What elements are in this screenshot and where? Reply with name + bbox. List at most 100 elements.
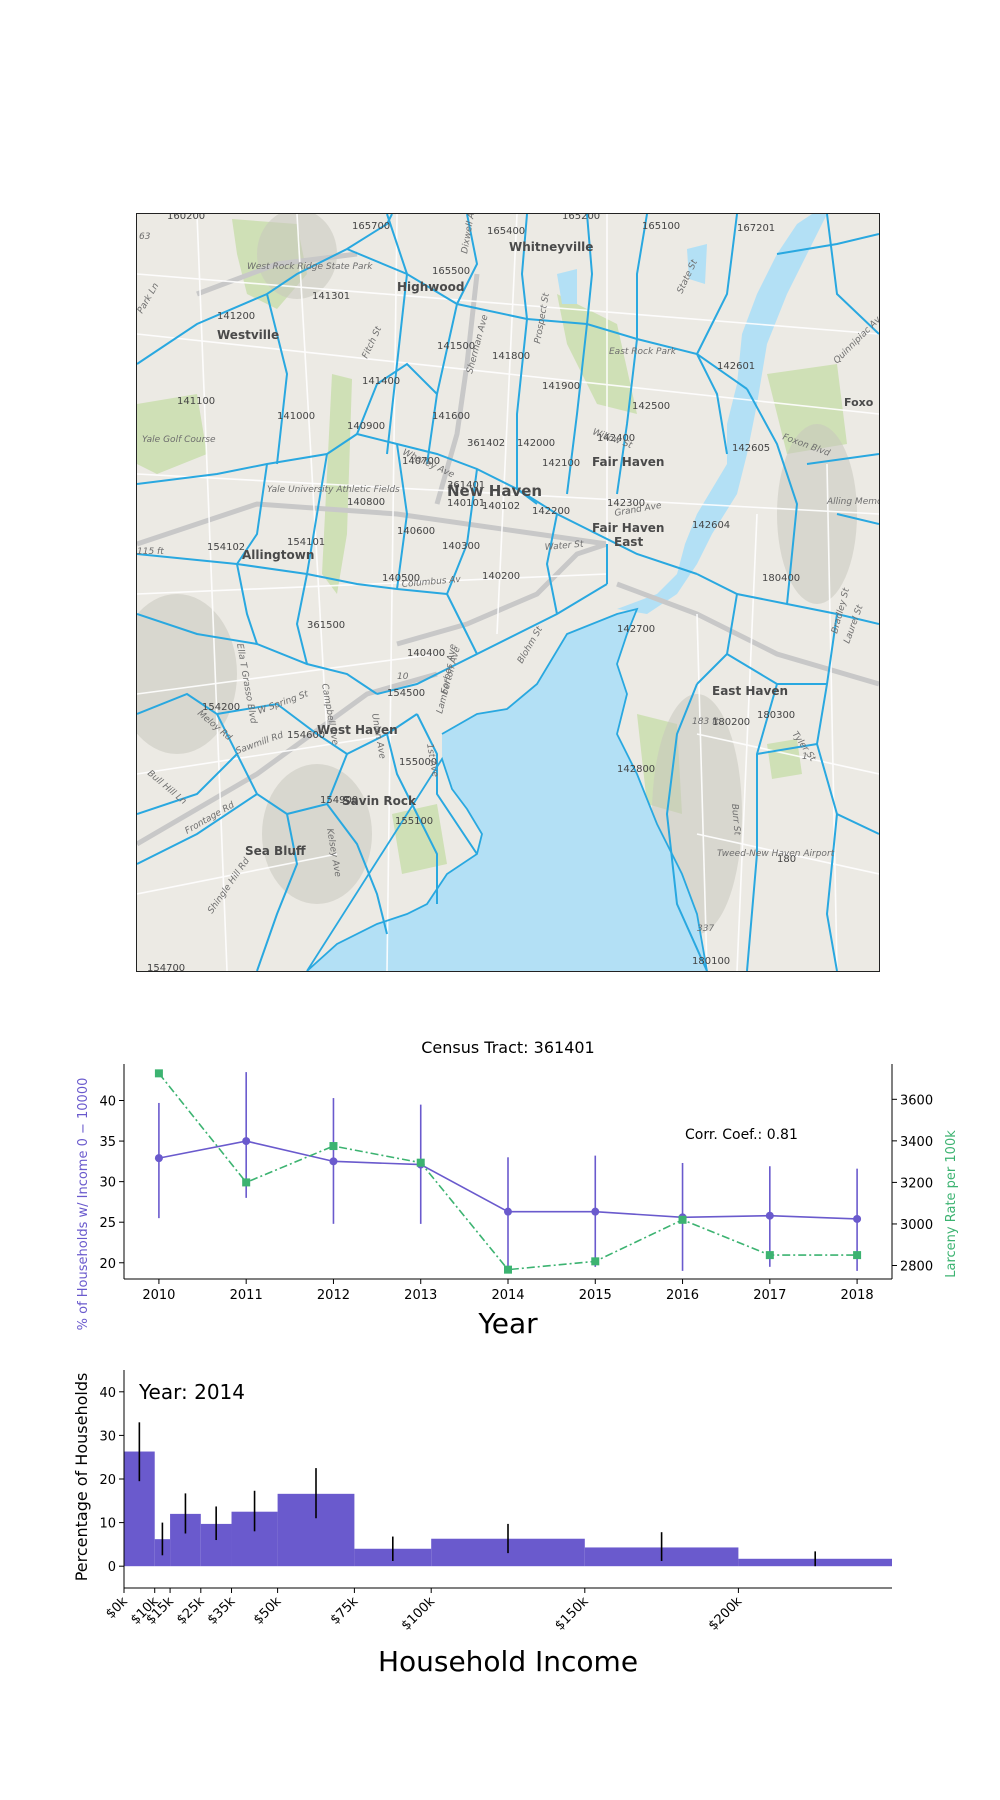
data-point-larceny (504, 1265, 512, 1274)
tract-label: 155000 (399, 757, 437, 768)
place-label: Westville (217, 328, 279, 342)
correlation-annotation: Corr. Coef.: 0.81 (685, 1127, 798, 1143)
y-tick-label-right: 3200 (900, 1176, 933, 1191)
tract-label: 141301 (312, 291, 350, 302)
tract-label: 140102 (482, 501, 520, 512)
data-point-income (591, 1207, 600, 1216)
x-axis-label: Year (477, 1307, 538, 1340)
y-tick-label-left: 30 (99, 1176, 116, 1191)
map-canvas: 160200 165700 165400 165200 165100 167201 1655… (137, 214, 879, 971)
tract-label: 180 (777, 854, 796, 865)
tract-label: 142800 (617, 764, 655, 775)
tract-label: 141000 (277, 411, 315, 422)
tract-label: 142400 (597, 433, 635, 444)
place-label: Foxo (844, 396, 874, 409)
data-point-income (853, 1214, 862, 1223)
census-tract-map[interactable]: 160200 165700 165400 165200 165100 167201 1655… (136, 213, 880, 972)
tract-label: 141400 (362, 376, 400, 387)
tract-label: 165700 (352, 221, 390, 232)
tract-label: 165100 (642, 221, 680, 232)
map-minor-label: Yale Golf Course (142, 435, 216, 445)
y-tick-label-left: 40 (99, 1095, 116, 1110)
tract-label: 361401 (447, 480, 485, 491)
map-minor-label: Burr St (729, 803, 742, 836)
y-tick-label-right: 2800 (900, 1259, 933, 1274)
tract-label: 154600 (287, 730, 325, 741)
map-minor-label: Tweed-New Haven Airport (717, 849, 835, 859)
tract-label: 141200 (217, 311, 255, 322)
tract-label: 140700 (402, 456, 440, 467)
tract-label: 154101 (287, 537, 325, 548)
place-label: Allingtown (242, 548, 314, 562)
coastline (306, 607, 708, 971)
y-tick-label: 10 (99, 1517, 116, 1532)
data-point-larceny (678, 1215, 687, 1224)
data-point-larceny (242, 1178, 251, 1187)
tract-label: 142604 (692, 520, 730, 531)
y-tick-label-left: 35 (99, 1135, 116, 1150)
tract-boundaries (137, 214, 879, 971)
map-minor-label: Yale University Athletic Fields (267, 485, 400, 495)
tract-label: 140800 (347, 497, 385, 508)
place-label: Fair Haven (592, 455, 664, 469)
y-tick-label: 40 (99, 1386, 116, 1401)
map-minor-label: 183 ft (692, 717, 719, 727)
tract-label: 140200 (482, 571, 520, 582)
data-point-larceny (853, 1251, 862, 1260)
x-tick-label: 2012 (317, 1288, 350, 1303)
map-minor-label: 10 (397, 672, 409, 682)
river-water (617, 214, 827, 614)
tract-label: 141100 (177, 396, 215, 407)
tract-label: 141600 (432, 411, 470, 422)
y-axis-label-left: % of Households w/ Income 0 − 10000 (76, 1078, 91, 1331)
place-label-line: Fair Haven (592, 521, 664, 535)
x-tick-label: $200k (706, 1594, 746, 1634)
map-minor-label: Alling Memorial Go Club (826, 497, 879, 507)
place-label: Sea Bluff (245, 844, 306, 858)
y-axis-label-right: Larceny Rate per 100k (944, 1130, 959, 1278)
y-tick-label: 30 (99, 1429, 116, 1444)
x-tick-label: $150k (552, 1594, 592, 1634)
data-point-larceny (329, 1142, 338, 1151)
x-tick-label: 2017 (753, 1288, 786, 1303)
map-minor-label: Water St (544, 540, 584, 553)
tract-label: 155100 (395, 816, 433, 827)
data-point-larceny (765, 1251, 774, 1260)
place-label: Whitneyville (509, 240, 593, 254)
y-tick-label: 0 (108, 1560, 116, 1575)
place-label: Savin Rock (342, 794, 417, 808)
tract-label: 154200 (202, 702, 240, 713)
y-tick-label-right: 3400 (900, 1135, 933, 1150)
x-tick-label: 2011 (230, 1288, 263, 1303)
tract-label: 180400 (762, 573, 800, 584)
tract-label: 140101 (447, 498, 485, 509)
map-minor-label: 1 (802, 752, 808, 762)
x-tick-label: 2010 (142, 1288, 175, 1303)
y-tick-label-left: 25 (99, 1216, 116, 1231)
tract-label: 361500 (307, 620, 345, 631)
tract-label: 154700 (147, 963, 185, 971)
tract-label: 180200 (712, 717, 750, 728)
tract-label: 165200 (562, 214, 600, 222)
x-tick-label: $0k (103, 1594, 131, 1622)
pond-water (557, 269, 577, 304)
x-tick-label: $35k (205, 1594, 239, 1628)
data-point-income (504, 1207, 512, 1216)
data-point-income (329, 1157, 338, 1166)
y-tick-label-right: 3600 (900, 1093, 933, 1108)
tract-label: 142700 (617, 624, 655, 635)
y-axis-label: Percentage of Households (72, 1373, 91, 1582)
x-tick-label: $25k (174, 1594, 208, 1628)
tract-label: 154900 (320, 795, 358, 806)
data-point-income (765, 1211, 774, 1220)
tract-label: 167201 (737, 223, 775, 234)
tract-label: 142300 (607, 498, 645, 509)
y-tick-label-left: 20 (99, 1257, 116, 1272)
chart-title: Census Tract: 361401 (421, 1038, 594, 1057)
tract-label: 140300 (442, 541, 480, 552)
tract-label: 154102 (207, 542, 245, 553)
y-tick-label: 20 (99, 1473, 116, 1488)
x-tick-label: 2013 (404, 1288, 437, 1303)
histogram-title: Year: 2014 (138, 1380, 245, 1404)
